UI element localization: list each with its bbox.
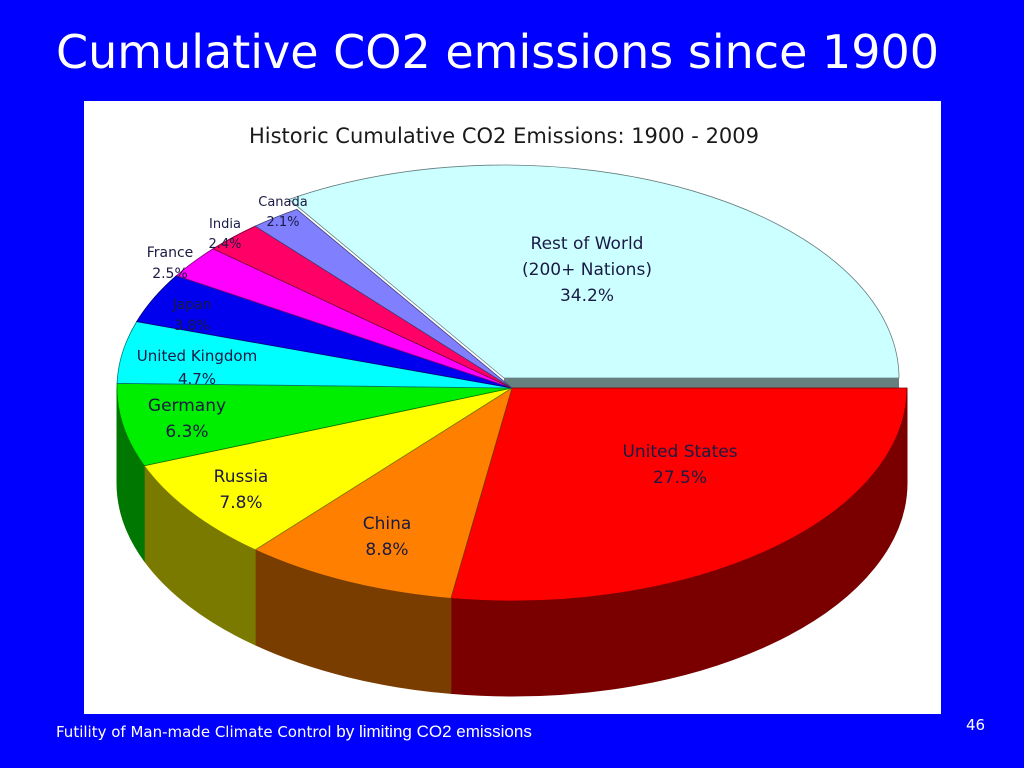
slice-germany (116, 382, 513, 467)
slide-title: Cumulative CO2 emissions since 1900 (56, 25, 940, 79)
label-line: 7.8% (219, 493, 262, 513)
label-germany: Germany 6.3% (148, 396, 226, 442)
label-china: China 8.8% (363, 514, 412, 560)
label-line: Russia (214, 467, 269, 487)
slice-face-rest-of-world (504, 378, 899, 388)
label-united-kingdom: United Kingdom 4.7% (137, 347, 257, 388)
label-line: 27.5% (653, 468, 707, 488)
label-line: United States (622, 442, 737, 462)
pie-chart: Historic Cumulative CO2 Emissions: 1900 … (116, 124, 908, 697)
label-line: 8.8% (365, 540, 408, 560)
slice-united-states (450, 387, 908, 602)
footer-text-a: Futility of Man-made Climate Control (56, 723, 332, 741)
label-line: United Kingdom (137, 347, 257, 365)
label-japan: Japan 3.8% (171, 297, 211, 334)
label-rest-of-world: Rest of World (200+ Nations) 34.2% (522, 234, 652, 306)
page-number: 46 (966, 716, 986, 734)
label-line: 2.4% (208, 237, 241, 252)
label-line: 34.2% (560, 286, 614, 306)
label-line: Japan (171, 297, 211, 313)
footer-text-b: by limiting CO2 emissions (331, 722, 532, 741)
label-russia: Russia 7.8% (214, 467, 269, 513)
label-line: 3.8% (174, 318, 210, 334)
slice-russia (143, 387, 513, 551)
label-line: 2.5% (152, 266, 188, 282)
label-india: India 2.4% (208, 217, 241, 252)
label-line: 6.3% (165, 422, 208, 442)
slice-china (254, 387, 513, 599)
label-line: (200+ Nations) (522, 260, 652, 280)
label-line: Germany (148, 396, 226, 416)
label-line: France (147, 245, 194, 261)
pie-labels: United States 27.5% China 8.8% Russia 7.8% Ger… (137, 195, 738, 560)
label-canada: Canada 2.1% (258, 195, 307, 230)
slice-rest-of-world (288, 164, 900, 379)
label-line: Rest of World (531, 234, 644, 254)
label-line: China (363, 514, 412, 534)
label-united-states: United States 27.5% (622, 442, 737, 488)
label-line: India (209, 217, 241, 232)
label-line: 4.7% (178, 370, 216, 388)
pie-slices (116, 164, 908, 602)
chart-title: Historic Cumulative CO2 Emissions: 1900 … (249, 124, 759, 148)
slice-canada (254, 208, 513, 389)
footer: Futility of Man-made Climate Control by … (56, 722, 532, 742)
label-france: France 2.5% (147, 245, 194, 282)
label-line: Canada (258, 195, 307, 210)
chart-panel: Historic Cumulative CO2 Emissions: 1900 … (84, 101, 941, 714)
label-line: 2.1% (266, 215, 299, 230)
